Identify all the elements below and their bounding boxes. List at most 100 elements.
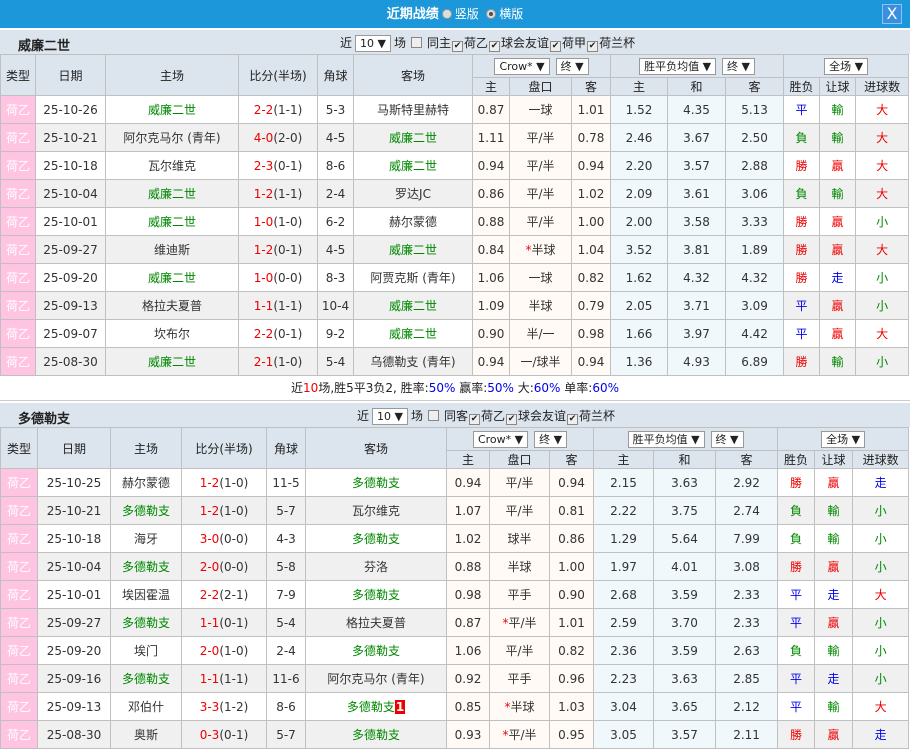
away-team-cell[interactable]: 乌德勒支 (青年) [353, 347, 473, 376]
match-row[interactable]: 荷乙 25-10-18 瓦尔维克 2-3(0-1) 8-6 威廉二世 0.94 平/半 0.94… [0, 151, 910, 180]
score-cell: 1-1(0-1) [181, 608, 267, 637]
match-row[interactable]: 荷乙 25-10-04 多德勒支 2-0(0-0) 5-8 芬洛 0.88 半球 1.00 1.9… [0, 552, 910, 581]
avg-away-cell: 3.33 [725, 207, 785, 236]
home-team-cell[interactable]: 邓伯什 [110, 692, 182, 721]
avg-draw-cell: 3.97 [667, 319, 727, 348]
match-row[interactable]: 荷乙 25-09-27 多德勒支 1-1(0-1) 5-4 格拉夫夏普 0.87 *平/半 1.… [0, 608, 910, 637]
layout-horizontal-label[interactable]: 横版 [499, 7, 524, 21]
match-row[interactable]: 荷乙 25-09-07 坎布尔 2-2(0-1) 9-2 威廉二世 0.90 半/一 0.98 1… [0, 319, 910, 348]
match-row[interactable]: 荷乙 25-09-13 邓伯什 3-3(1-2) 8-6 多德勒支1 0.85 *半球 1.03… [0, 692, 910, 721]
home-team-cell[interactable]: 多德勒支 [110, 496, 182, 525]
league-checkbox[interactable]: ✔ [506, 414, 518, 425]
league-checkbox[interactable]: ✔ [587, 41, 599, 52]
away-team-cell[interactable]: 多德勒支 [305, 636, 447, 665]
match-row[interactable]: 荷乙 25-10-25 赫尔蒙德 1-2(1-0) 11-5 多德勒支 0.94 平/半 0.9… [0, 468, 910, 497]
league-checkbox[interactable]: ✔ [452, 41, 464, 52]
away-team-cell[interactable]: 多德勒支 [305, 720, 447, 749]
home-team-cell[interactable]: 赫尔蒙德 [110, 468, 182, 497]
away-team-cell[interactable]: 威廉二世 [353, 291, 473, 320]
layout-vertical-radio[interactable] [441, 9, 452, 19]
away-team-cell[interactable]: 威廉二世 [353, 151, 473, 180]
avg-stage-select[interactable]: 终 ▼ [722, 57, 756, 75]
away-team-cell[interactable]: 多德勒支1 [305, 692, 447, 721]
away-team-cell[interactable]: 阿贾克斯 (青年) [353, 263, 473, 292]
home-team-cell[interactable]: 阿尔克马尔 (青年) [105, 123, 239, 152]
match-row[interactable]: 荷乙 25-09-27 维迪斯 1-2(0-1) 4-5 威廉二世 0.84 *半球 1.04 3… [0, 235, 910, 264]
away-team-cell[interactable]: 多德勒支 [305, 524, 447, 553]
handicap-result-cell: 贏 [819, 151, 857, 180]
home-team-cell[interactable]: 威廉二世 [105, 179, 239, 208]
date-cell: 25-09-27 [37, 608, 111, 637]
match-row[interactable]: 荷乙 25-10-26 威廉二世 2-2(1-1) 5-3 马斯特里赫特 0.87 一球 1.0… [0, 95, 910, 124]
match-row[interactable]: 荷乙 25-09-20 埃门 2-0(1-0) 2-4 多德勒支 1.06 平/半 0.82 2.… [0, 636, 910, 665]
league-label: 球会友谊 [501, 36, 550, 50]
away-team-cell[interactable]: 芬洛 [305, 552, 447, 581]
away-team-cell[interactable]: 格拉夫夏普 [305, 608, 447, 637]
full-score: 1-2 [199, 475, 220, 490]
league-checkbox[interactable]: ✔ [469, 414, 481, 425]
handicap-result-cell: 輸 [819, 179, 857, 208]
match-row[interactable]: 荷乙 25-08-30 威廉二世 2-1(1-0) 5-4 乌德勒支 (青年) 0.94 一/… [0, 347, 910, 376]
away-team-name: 乌德勒支 (青年) [370, 355, 456, 369]
handicap-result-cell: 贏 [814, 720, 854, 749]
away-team-cell[interactable]: 阿尔克马尔 (青年) [305, 664, 447, 693]
home-team-cell[interactable]: 格拉夫夏普 [105, 291, 239, 320]
match-row[interactable]: 荷乙 25-10-18 海牙 3-0(0-0) 4-3 多德勒支 1.02 球半 0.86 1.2… [0, 524, 910, 553]
match-row[interactable]: 荷乙 25-10-21 多德勒支 1-2(1-0) 5-7 瓦尔维克 1.07 平/半 0.81… [0, 496, 910, 525]
layout-horizontal-radio[interactable] [486, 9, 497, 19]
league-cell: 荷乙 [0, 347, 36, 376]
close-button[interactable]: X [882, 4, 902, 24]
away-team-cell[interactable]: 威廉二世 [353, 123, 473, 152]
home-team-cell[interactable]: 维迪斯 [105, 235, 239, 264]
home-team-cell[interactable]: 坎布尔 [105, 319, 239, 348]
avg-select[interactable]: 胜平负均值 ▼ [627, 430, 705, 448]
match-row[interactable]: 荷乙 25-09-13 格拉夫夏普 1-1(1-1) 10-4 威廉二世 1.09 半球 0.7… [0, 291, 910, 320]
away-team-cell[interactable]: 赫尔蒙德 [353, 207, 473, 236]
match-row[interactable]: 荷乙 25-10-01 威廉二世 1-0(1-0) 6-2 赫尔蒙德 0.88 平/半 1.00… [0, 207, 910, 236]
match-row[interactable]: 荷乙 25-10-04 威廉二世 1-2(1-1) 2-4 罗达JC 0.86 平/半 1.02… [0, 179, 910, 208]
away-team-cell[interactable]: 马斯特里赫特 [353, 95, 473, 124]
home-team-cell[interactable]: 威廉二世 [105, 95, 239, 124]
away-team-name: 多德勒支 [351, 532, 400, 546]
goals-result-cell: 走 [852, 720, 910, 749]
home-team-cell[interactable]: 海牙 [110, 524, 182, 553]
home-team-cell[interactable]: 埃门 [110, 636, 182, 665]
match-row[interactable]: 荷乙 25-10-21 阿尔克马尔 (青年) 4-0(2-0) 4-5 威廉二世 1.11 平… [0, 123, 910, 152]
league-checkbox[interactable]: ✔ [489, 41, 501, 52]
match-row[interactable]: 荷乙 25-09-16 多德勒支 1-1(1-1) 11-6 阿尔克马尔 (青年) 0.92… [0, 664, 910, 693]
home-team-cell[interactable]: 埃因霍温 [110, 580, 182, 609]
league-checkbox[interactable]: ✔ [567, 414, 579, 425]
match-count-select[interactable]: 10 ▼ [372, 408, 408, 425]
away-team-cell[interactable]: 多德勒支 [305, 468, 447, 497]
company-stage-select[interactable]: 终 ▼ [555, 57, 589, 75]
home-team-cell[interactable]: 多德勒支 [110, 664, 182, 693]
company-select[interactable]: Crow* ▼ [494, 57, 550, 75]
match-count-select[interactable]: 10 ▼ [355, 35, 391, 52]
away-team-cell[interactable]: 威廉二世 [353, 235, 473, 264]
home-team-cell[interactable]: 威廉二世 [105, 263, 239, 292]
home-team-cell[interactable]: 多德勒支 [110, 608, 182, 637]
home-team-cell[interactable]: 奥斯 [110, 720, 182, 749]
period-select[interactable]: 全场 ▼ [824, 57, 869, 75]
away-team-cell[interactable]: 罗达JC [353, 179, 473, 208]
avg-select[interactable]: 胜平负均值 ▼ [639, 57, 717, 75]
match-row[interactable]: 荷乙 25-10-01 埃因霍温 2-2(2-1) 7-9 多德勒支 0.98 平手 0.90 2… [0, 580, 910, 609]
away-team-name: 威廉二世 [388, 299, 437, 313]
same-venue-checkbox[interactable] [411, 37, 422, 48]
period-select[interactable]: 全场 ▼ [821, 430, 866, 448]
away-team-cell[interactable]: 多德勒支 [305, 580, 447, 609]
home-team-cell[interactable]: 威廉二世 [105, 207, 239, 236]
match-row[interactable]: 荷乙 25-08-30 奥斯 0-3(0-1) 5-7 多德勒支 0.93 *平/半 0.95 3… [0, 720, 910, 749]
company-select[interactable]: Crow* ▼ [472, 430, 529, 448]
home-team-cell[interactable]: 瓦尔维克 [105, 151, 239, 180]
avg-stage-select[interactable]: 终 ▼ [710, 430, 744, 448]
league-checkbox[interactable]: ✔ [550, 41, 562, 52]
home-team-cell[interactable]: 威廉二世 [105, 347, 239, 376]
away-team-cell[interactable]: 瓦尔维克 [305, 496, 447, 525]
layout-vertical-label[interactable]: 竖版 [454, 7, 479, 21]
same-venue-checkbox[interactable] [428, 410, 439, 421]
match-row[interactable]: 荷乙 25-09-20 威廉二世 1-0(0-0) 8-3 阿贾克斯 (青年) 1.06 一球… [0, 263, 910, 292]
away-team-cell[interactable]: 威廉二世 [353, 319, 473, 348]
home-team-cell[interactable]: 多德勒支 [110, 552, 182, 581]
company-stage-select[interactable]: 终 ▼ [534, 430, 568, 448]
